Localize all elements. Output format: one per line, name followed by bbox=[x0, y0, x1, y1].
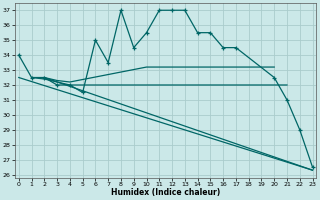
X-axis label: Humidex (Indice chaleur): Humidex (Indice chaleur) bbox=[111, 188, 220, 197]
